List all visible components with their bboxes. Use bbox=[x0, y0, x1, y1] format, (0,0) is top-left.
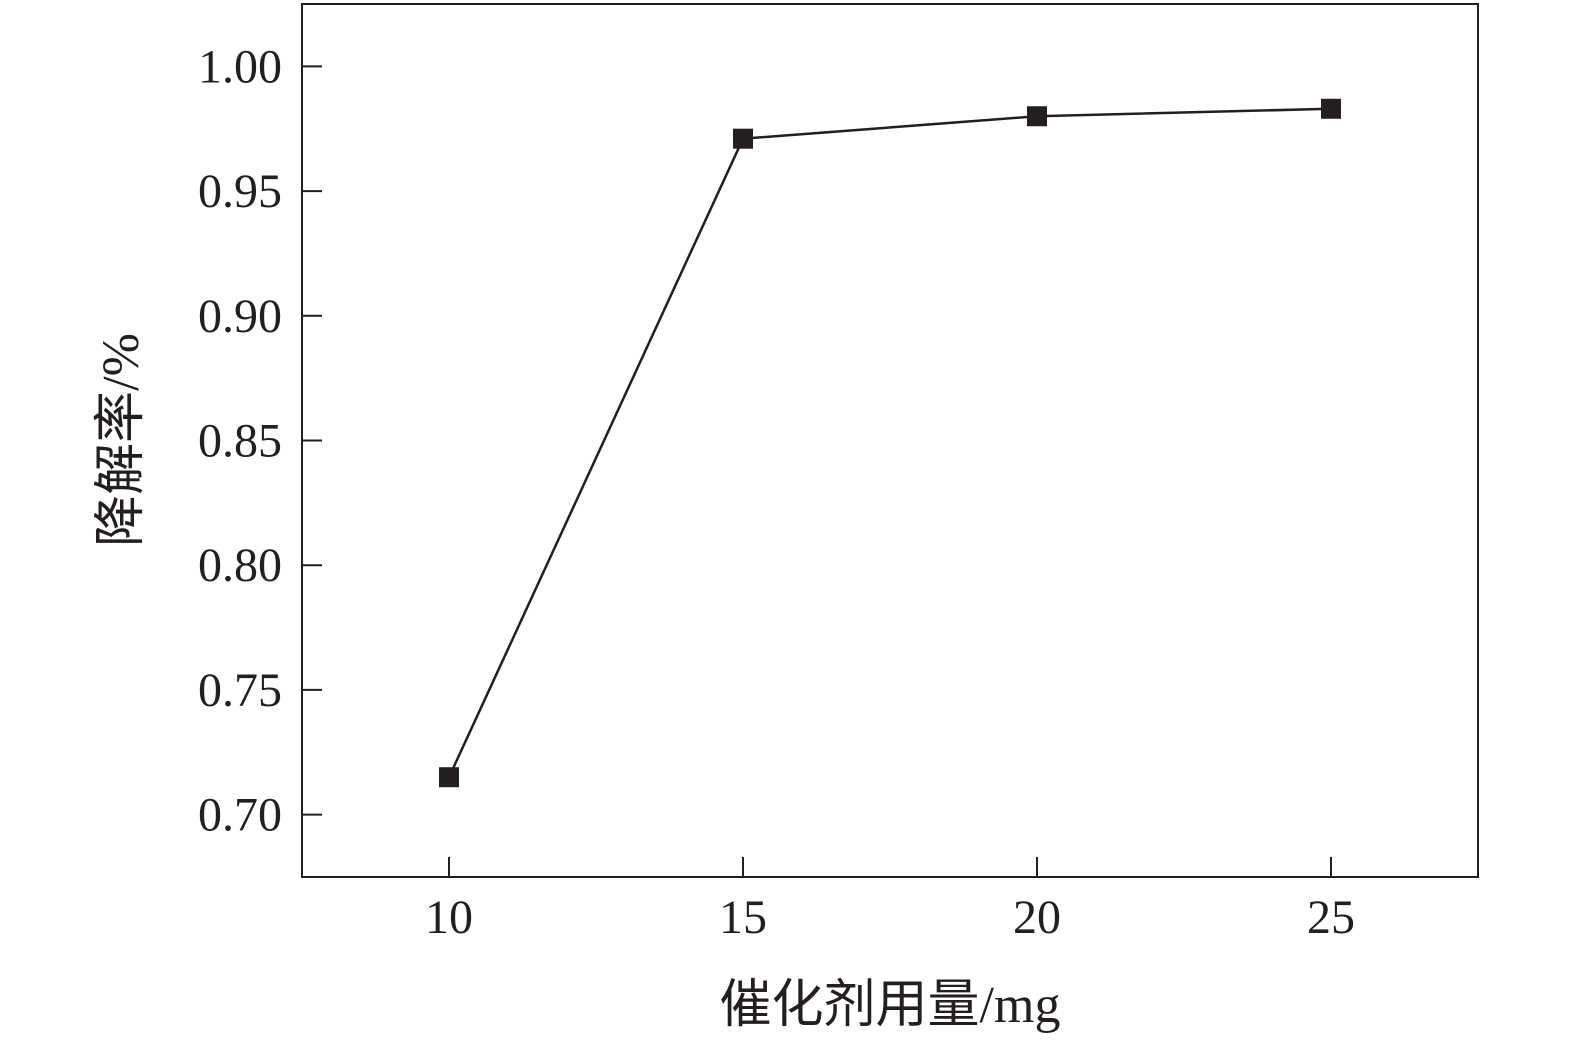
y-tick-label: 0.75 bbox=[198, 664, 282, 717]
data-point bbox=[1321, 98, 1341, 119]
x-tick-label: 15 bbox=[719, 891, 767, 944]
x-tick-label: 10 bbox=[425, 891, 473, 944]
y-tick-label: 0.85 bbox=[198, 415, 282, 468]
plot-frame bbox=[301, 3, 1479, 878]
y-tick-label: 0.80 bbox=[198, 539, 282, 592]
data-point bbox=[733, 128, 753, 149]
y-tick-label: 0.95 bbox=[198, 165, 282, 218]
y-tick-label: 0.70 bbox=[198, 789, 282, 842]
y-axis-label: 降解率/% bbox=[93, 333, 150, 547]
series-line bbox=[447, 107, 1332, 778]
data-point bbox=[1027, 106, 1047, 127]
x-tick-label: 25 bbox=[1307, 891, 1355, 944]
x-axis-label: 催化剂用量/mg bbox=[720, 977, 1061, 1034]
data-point bbox=[439, 767, 459, 788]
y-tick-label: 0.90 bbox=[198, 290, 282, 343]
x-tick-label: 20 bbox=[1013, 891, 1061, 944]
y-tick-label: 1.00 bbox=[198, 40, 282, 93]
